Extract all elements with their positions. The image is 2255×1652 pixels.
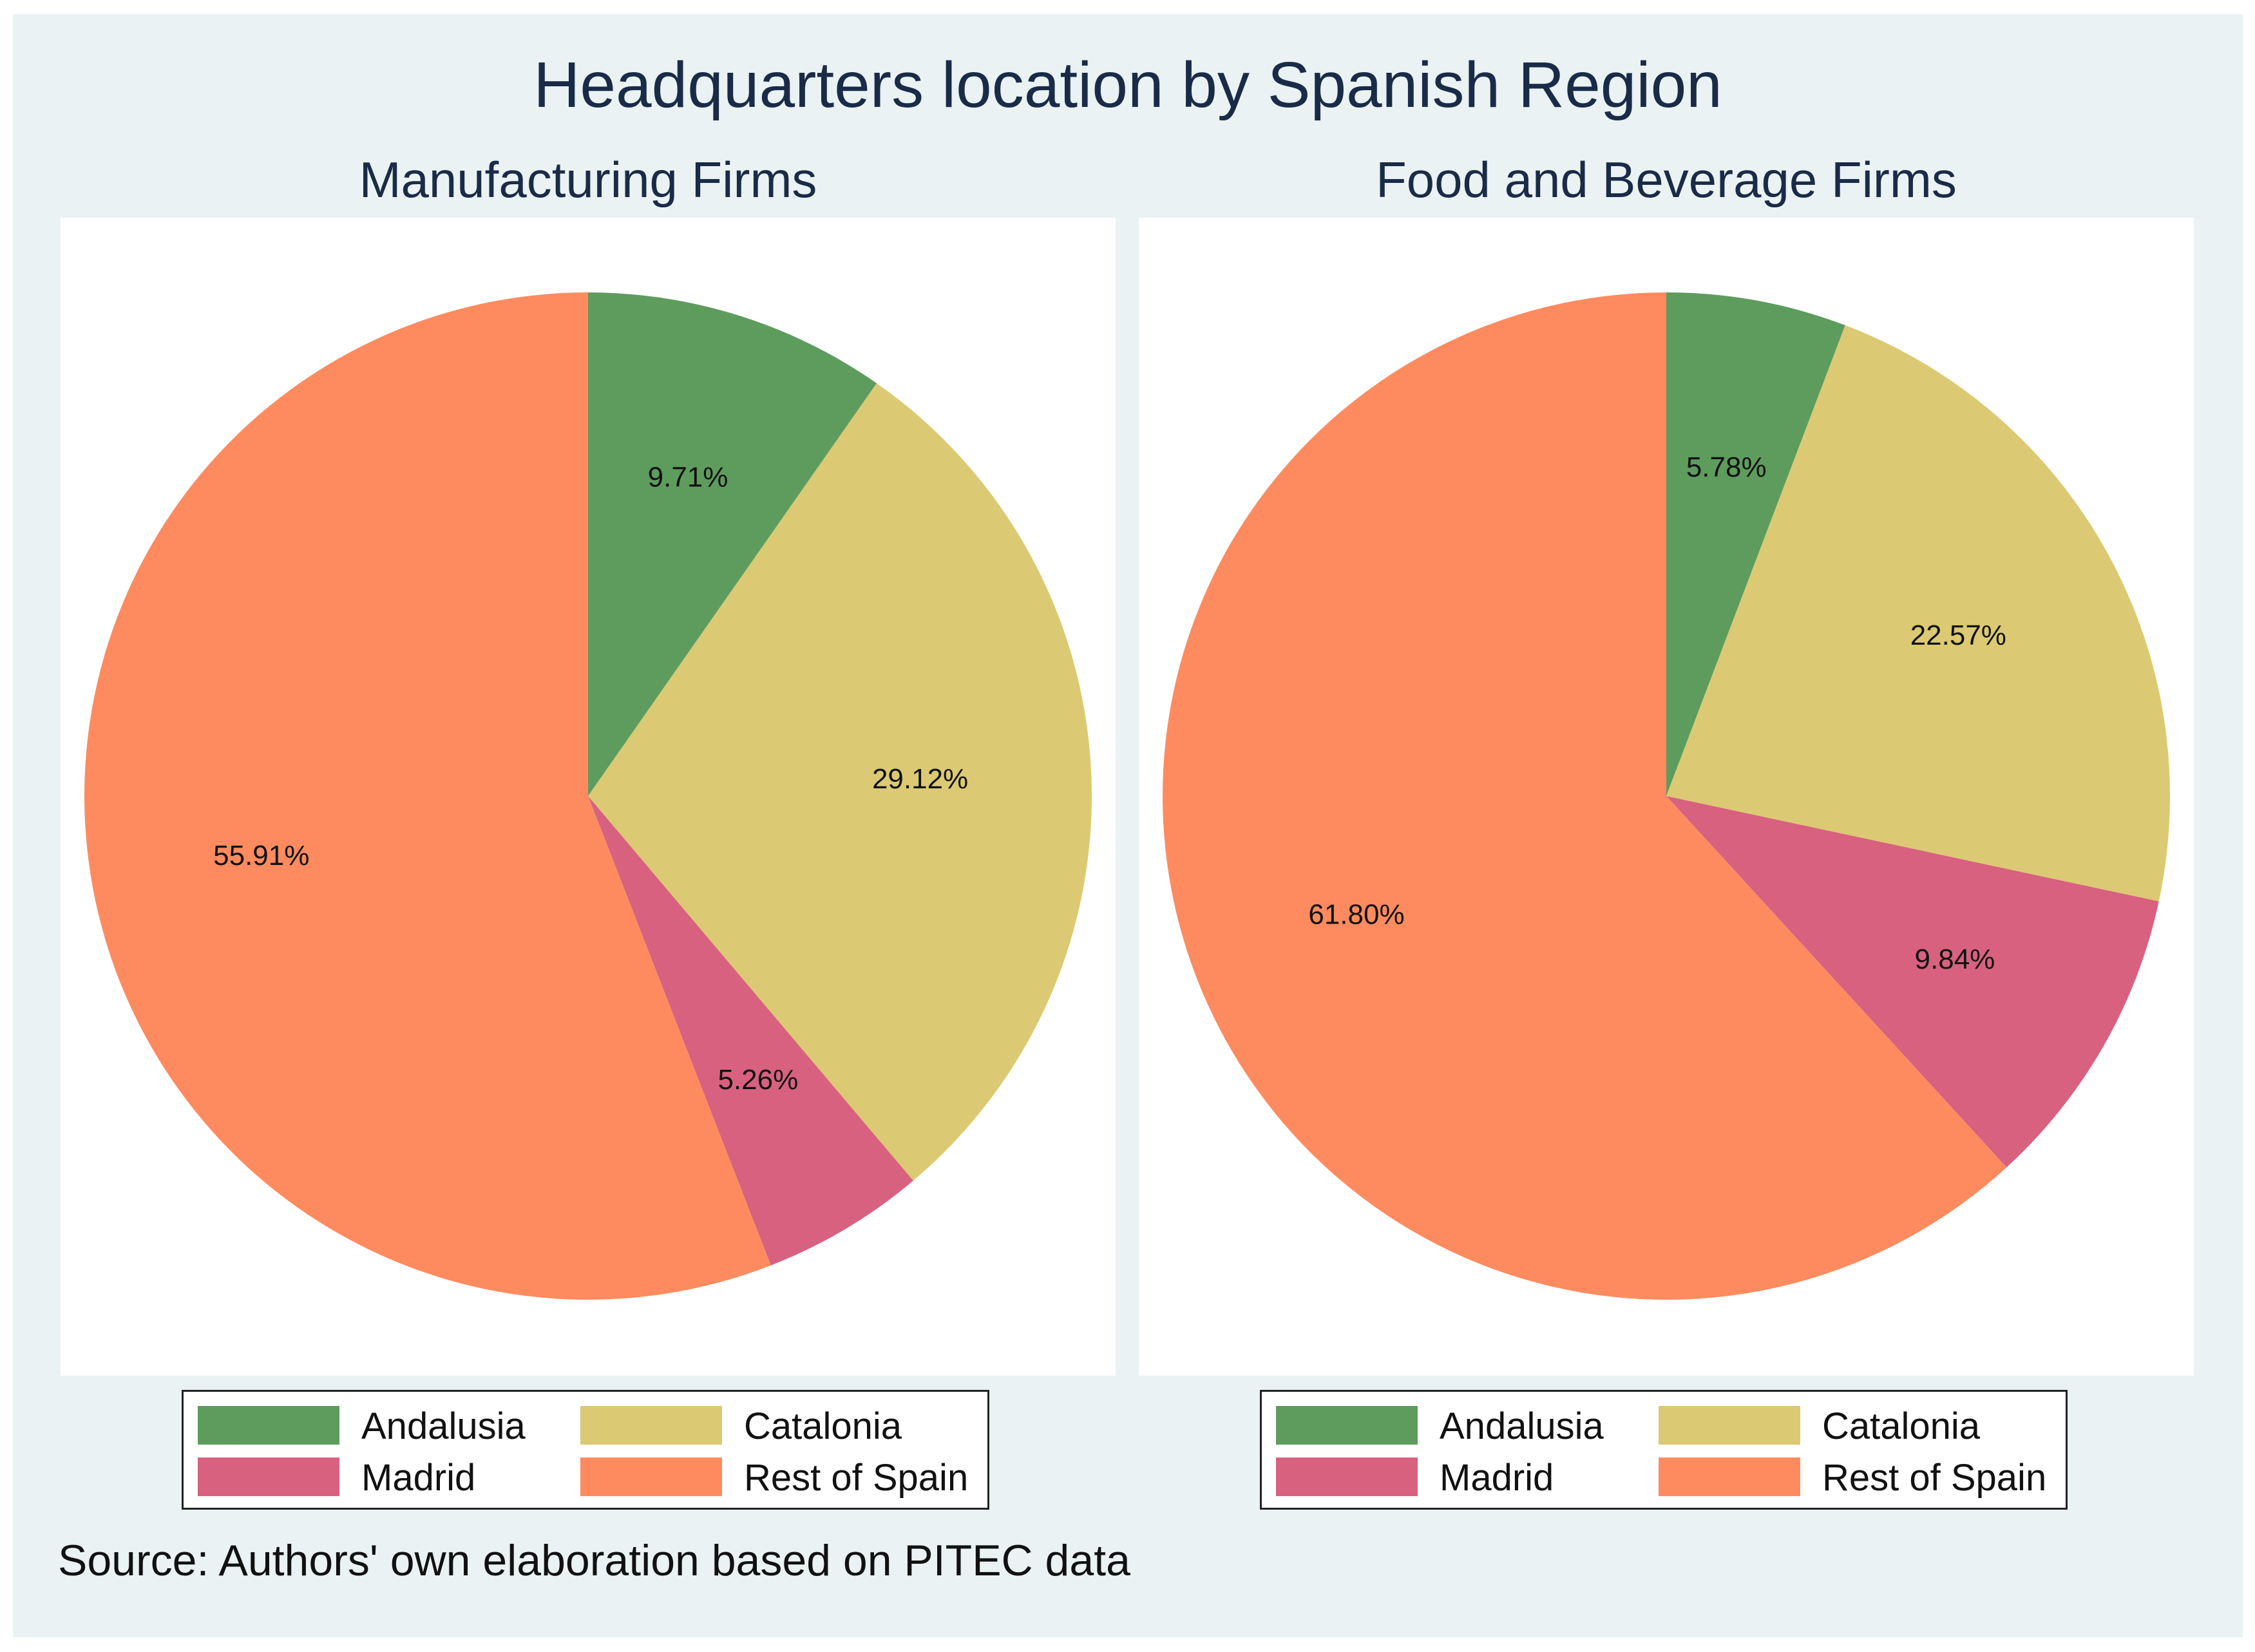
legend-manufacturing: Andalusia Catalonia Madrid Rest of Spain <box>182 1390 989 1510</box>
pie-slice-madrid <box>588 796 913 1266</box>
pie-slice-catalonia <box>1666 325 2170 902</box>
legend-swatch-madrid <box>1276 1457 1418 1496</box>
legend-swatch-rest-of-spain <box>1659 1457 1800 1496</box>
legend-item-catalonia: Catalonia <box>580 1405 941 1447</box>
legend-food-beverage: Andalusia Catalonia Madrid Rest of Spain <box>1260 1390 2068 1510</box>
legend-label-madrid: Madrid <box>361 1457 476 1499</box>
legend-label-andalusia: Andalusia <box>1440 1405 1604 1447</box>
pie-label-madrid: 5.26% <box>718 1064 798 1096</box>
legend-label-rest-of-spain: Rest of Spain <box>744 1457 969 1499</box>
pie-title-manufacturing: Manufacturing Firms <box>359 151 817 208</box>
pie-chart-manufacturing: 9.71% 29.12% 5.26% 55.91% <box>84 292 1092 1300</box>
legend-item-madrid: Madrid <box>1276 1457 1637 1499</box>
pie-slice-rest-of-spain <box>1163 292 2007 1300</box>
pie-title-food-beverage: Food and Beverage Firms <box>1376 151 1957 208</box>
legend-label-rest-of-spain: Rest of Spain <box>1822 1457 2047 1499</box>
legend-swatch-andalusia <box>1276 1406 1418 1445</box>
legend-label-catalonia: Catalonia <box>744 1405 902 1447</box>
pie-slice-catalonia <box>588 383 1092 1181</box>
pie-slice-rest-of-spain <box>84 292 771 1300</box>
pie-slice-madrid <box>1666 796 2159 1168</box>
pie-chart-food-beverage: 5.78% 22.57% 9.84% 61.80% <box>1163 292 2170 1300</box>
pie-slice-andalusia <box>588 292 877 796</box>
legend-item-madrid: Madrid <box>198 1457 558 1499</box>
legend-swatch-andalusia <box>198 1406 339 1445</box>
pie-label-madrid: 9.84% <box>1915 944 1995 975</box>
legend-label-andalusia: Andalusia <box>361 1405 526 1447</box>
pie-slice-andalusia <box>1666 292 1845 796</box>
legend-label-catalonia: Catalonia <box>1822 1405 1981 1447</box>
legend-label-madrid: Madrid <box>1440 1457 1554 1499</box>
legend-swatch-madrid <box>198 1457 339 1496</box>
pie-label-andalusia: 5.78% <box>1686 451 1767 483</box>
pie-label-rest-of-spain: 61.80% <box>1308 899 1404 931</box>
legend-swatch-catalonia <box>1659 1406 1800 1445</box>
legend-item-rest-of-spain: Rest of Spain <box>1659 1457 2046 1497</box>
source-note: Source: Authors' own elaboration based o… <box>58 1536 1130 1585</box>
legend-item-andalusia: Andalusia <box>198 1405 558 1447</box>
chart-figure: Headquarters location by Spanish Region … <box>13 14 2243 1637</box>
legend-item-andalusia: Andalusia <box>1276 1405 1637 1447</box>
pie-label-catalonia: 29.12% <box>872 763 968 795</box>
pie-plot-food-beverage: 5.78% 22.57% 9.84% 61.80% <box>1139 218 2194 1376</box>
pie-label-andalusia: 9.71% <box>648 461 728 493</box>
legend-swatch-rest-of-spain <box>580 1457 722 1496</box>
pie-plot-manufacturing: 9.71% 29.12% 5.26% 55.91% <box>61 218 1116 1376</box>
legend-item-rest-of-spain: Rest of Spain <box>580 1457 968 1497</box>
legend-swatch-catalonia <box>580 1406 722 1445</box>
pie-label-rest-of-spain: 55.91% <box>213 840 309 871</box>
legend-item-catalonia: Catalonia <box>1659 1405 2019 1447</box>
pie-label-catalonia: 22.57% <box>1910 620 2006 651</box>
chart-title: Headquarters location by Spanish Region <box>533 49 1722 121</box>
